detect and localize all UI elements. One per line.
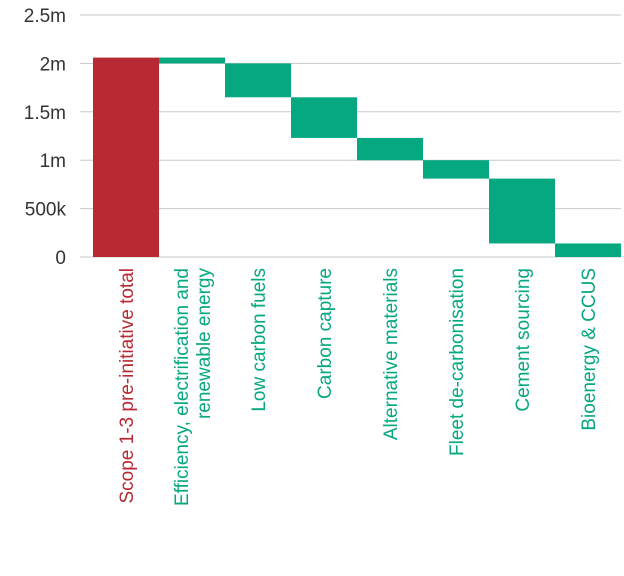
category-label: Low carbon fuels (249, 268, 270, 412)
x-axis-labels: Scope 1-3 pre-initiative total Efficiency… (117, 268, 600, 506)
category-label-line: Fleet de-carbonisation (447, 268, 468, 456)
category-label-line: renewable energy (194, 268, 215, 420)
reduction-bar (423, 160, 489, 179)
category-label-line: Carbon capture (315, 268, 336, 399)
y-axis-ticks: 0 500k 1m 1.5m 2m 2.5m (24, 6, 67, 269)
y-tick-label: 500k (25, 200, 67, 221)
category-label: Alternative materials (381, 268, 402, 440)
y-tick-label: 1.5m (24, 103, 66, 124)
category-label: Cement sourcing (513, 268, 534, 412)
reduction-bar (225, 63, 291, 98)
y-tick-label: 2m (40, 54, 66, 75)
category-label-line: Cement sourcing (513, 268, 534, 412)
category-label: Fleet de-carbonisation (447, 268, 468, 456)
reduction-bar (357, 137, 423, 161)
gridlines (80, 14, 621, 258)
y-tick-label: 1m (40, 151, 66, 172)
y-tick-label: 2.5m (24, 6, 66, 27)
reduction-bar (489, 178, 555, 244)
category-label-line: Low carbon fuels (249, 268, 270, 412)
category-label-line: Alternative materials (381, 268, 402, 440)
reduction-bar (291, 97, 357, 138)
bars (93, 57, 621, 258)
reduction-bar (555, 243, 621, 257)
total-bar (93, 57, 159, 258)
y-tick-label: 0 (55, 248, 66, 269)
category-label-line: Scope 1-3 pre-initiative total (117, 268, 138, 504)
category-label-line: Efficiency, electrification and (172, 268, 193, 506)
category-label-line: Bioenergy & CCUS (579, 268, 600, 431)
reduction-bar (159, 57, 225, 64)
category-label: Efficiency, electrification andrenewable… (172, 268, 215, 506)
category-label: Carbon capture (315, 268, 336, 399)
category-label: Bioenergy & CCUS (579, 268, 600, 431)
category-label: Scope 1-3 pre-initiative total (117, 268, 138, 504)
